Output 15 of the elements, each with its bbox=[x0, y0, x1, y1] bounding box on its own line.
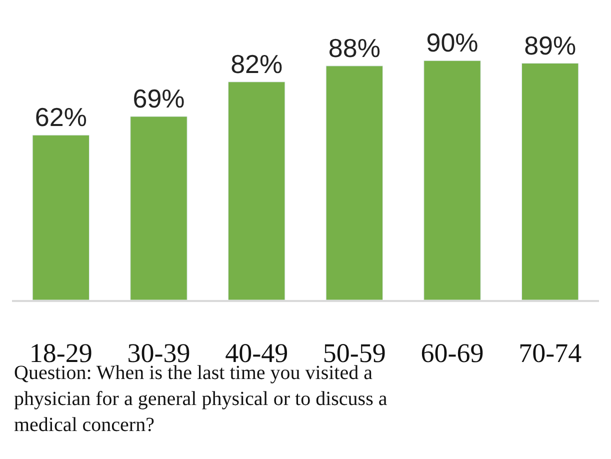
bar bbox=[130, 116, 188, 300]
bar bbox=[32, 134, 90, 300]
x-tick-label: 70-74 bbox=[518, 338, 582, 368]
text: Question: When is the last time you visited a physician for a general physical or to discuss a medical concern? bbox=[14, 362, 388, 436]
bar bbox=[521, 63, 579, 300]
data-label: 88% bbox=[328, 32, 380, 63]
x-tick-label: 60-69 bbox=[420, 338, 484, 368]
data-label: 90% bbox=[426, 28, 478, 58]
bar bbox=[228, 82, 286, 300]
data-label: 69% bbox=[132, 83, 185, 114]
data-label: 62% bbox=[34, 102, 87, 132]
bar bbox=[326, 66, 384, 300]
data-label: 89% bbox=[524, 30, 576, 60]
data-label: 82% bbox=[230, 48, 283, 79]
bar bbox=[424, 60, 481, 300]
